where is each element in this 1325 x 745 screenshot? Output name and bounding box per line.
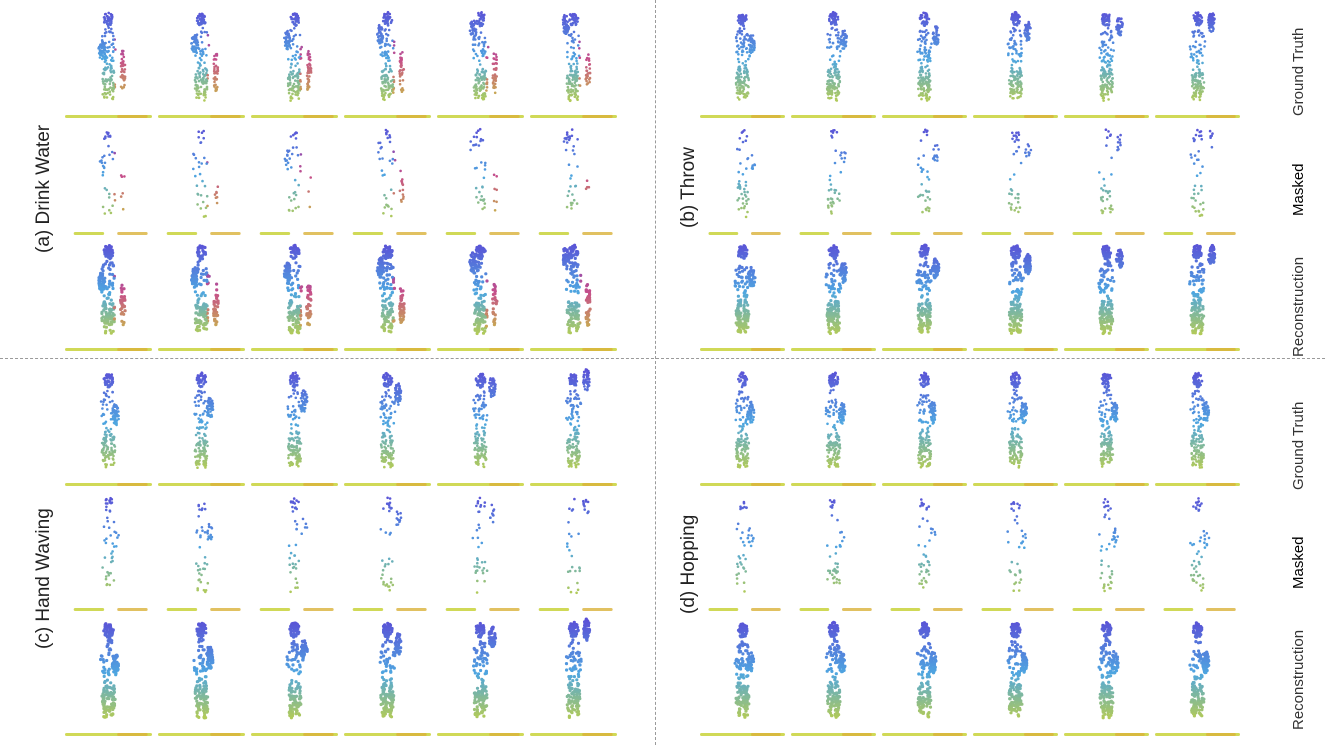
row-label-masked-top: Masked [1290,163,1307,216]
point-cloud-b-gt-frame-3 [882,5,967,120]
point-cloud-d-recon-frame-4 [973,615,1058,738]
panel-label-d: (d) Hopping [678,514,699,614]
point-cloud-b-recon-frame-2 [791,238,876,353]
point-cloud-d-recon-frame-2 [791,615,876,738]
point-cloud-a-masked-frame-3 [251,122,338,237]
point-cloud-a-recon-frame-5 [437,238,524,353]
point-cloud-b-recon-frame-4 [973,238,1058,353]
row-label-reconstruction-bottom: Reconstruction [1290,629,1307,730]
point-cloud-d-masked-frame-6 [1155,490,1240,613]
point-cloud-a-masked-frame-2 [158,122,245,237]
point-cloud-c-recon-frame-6 [530,615,617,738]
row-label-ground-truth-bottom: Ground Truth [1290,401,1307,490]
panel-label-a: (a) Drink Water [33,124,54,253]
point-cloud-b-recon-frame-3 [882,238,967,353]
point-cloud-c-masked-frame-5 [437,490,524,613]
point-cloud-c-masked-frame-1 [65,490,152,613]
point-cloud-b-recon-frame-6 [1155,238,1240,353]
point-cloud-a-recon-frame-2 [158,238,245,353]
point-cloud-a-gt-frame-3 [251,5,338,120]
point-cloud-b-masked-frame-1 [700,122,785,237]
point-cloud-d-gt-frame-4 [973,365,1058,488]
point-cloud-d-gt-frame-5 [1064,365,1149,488]
point-cloud-a-gt-frame-4 [344,5,431,120]
point-cloud-a-recon-frame-6 [530,238,617,353]
point-cloud-d-recon-frame-5 [1064,615,1149,738]
point-cloud-a-gt-frame-6 [530,5,617,120]
point-cloud-c-recon-frame-3 [251,615,338,738]
point-cloud-c-masked-frame-6 [530,490,617,613]
point-cloud-b-gt-frame-4 [973,5,1058,120]
horizontal-divider [0,358,1325,359]
row-label-ground-truth-top: Ground Truth [1290,27,1307,116]
point-cloud-a-masked-frame-1 [65,122,152,237]
point-cloud-d-recon-frame-1 [700,615,785,738]
point-cloud-d-masked-frame-3 [882,490,967,613]
point-cloud-b-gt-frame-2 [791,5,876,120]
point-cloud-c-gt-frame-6 [530,365,617,488]
point-cloud-d-gt-frame-2 [791,365,876,488]
point-cloud-b-gt-frame-6 [1155,5,1240,120]
point-cloud-a-masked-frame-5 [437,122,524,237]
point-cloud-a-masked-frame-4 [344,122,431,237]
point-cloud-b-recon-frame-5 [1064,238,1149,353]
point-cloud-d-masked-frame-2 [791,490,876,613]
point-cloud-d-masked-frame-1 [700,490,785,613]
point-cloud-c-recon-frame-2 [158,615,245,738]
point-cloud-c-gt-frame-2 [158,365,245,488]
point-cloud-c-recon-frame-5 [437,615,524,738]
point-cloud-c-gt-frame-4 [344,365,431,488]
point-cloud-b-masked-frame-5 [1064,122,1149,237]
point-cloud-c-masked-frame-2 [158,490,245,613]
point-cloud-c-recon-frame-1 [65,615,152,738]
point-cloud-b-masked-frame-3 [882,122,967,237]
panel-label-b: (b) Throw [678,147,699,228]
point-cloud-a-recon-frame-1 [65,238,152,353]
point-cloud-a-gt-frame-5 [437,5,524,120]
point-cloud-a-gt-frame-1 [65,5,152,120]
point-cloud-b-masked-frame-6 [1155,122,1240,237]
point-cloud-d-masked-frame-5 [1064,490,1149,613]
row-label-masked-bottom: Masked [1290,536,1307,589]
vertical-divider [655,0,656,745]
point-cloud-c-gt-frame-5 [437,365,524,488]
point-cloud-a-recon-frame-3 [251,238,338,353]
point-cloud-d-recon-frame-6 [1155,615,1240,738]
point-cloud-d-gt-frame-6 [1155,365,1240,488]
point-cloud-c-masked-frame-4 [344,490,431,613]
point-cloud-b-masked-frame-2 [791,122,876,237]
row-label-reconstruction-top: Reconstruction [1290,256,1307,357]
point-cloud-b-recon-frame-1 [700,238,785,353]
point-cloud-a-masked-frame-6 [530,122,617,237]
point-cloud-b-masked-frame-4 [973,122,1058,237]
point-cloud-d-masked-frame-4 [973,490,1058,613]
panel-label-c: (c) Hand Waving [33,508,54,649]
point-cloud-b-gt-frame-1 [700,5,785,120]
point-cloud-c-masked-frame-3 [251,490,338,613]
point-cloud-d-gt-frame-1 [700,365,785,488]
point-cloud-a-gt-frame-2 [158,5,245,120]
point-cloud-c-gt-frame-1 [65,365,152,488]
point-cloud-c-recon-frame-4 [344,615,431,738]
point-cloud-d-recon-frame-3 [882,615,967,738]
point-cloud-c-gt-frame-3 [251,365,338,488]
point-cloud-d-gt-frame-3 [882,365,967,488]
point-cloud-a-recon-frame-4 [344,238,431,353]
point-cloud-b-gt-frame-5 [1064,5,1149,120]
